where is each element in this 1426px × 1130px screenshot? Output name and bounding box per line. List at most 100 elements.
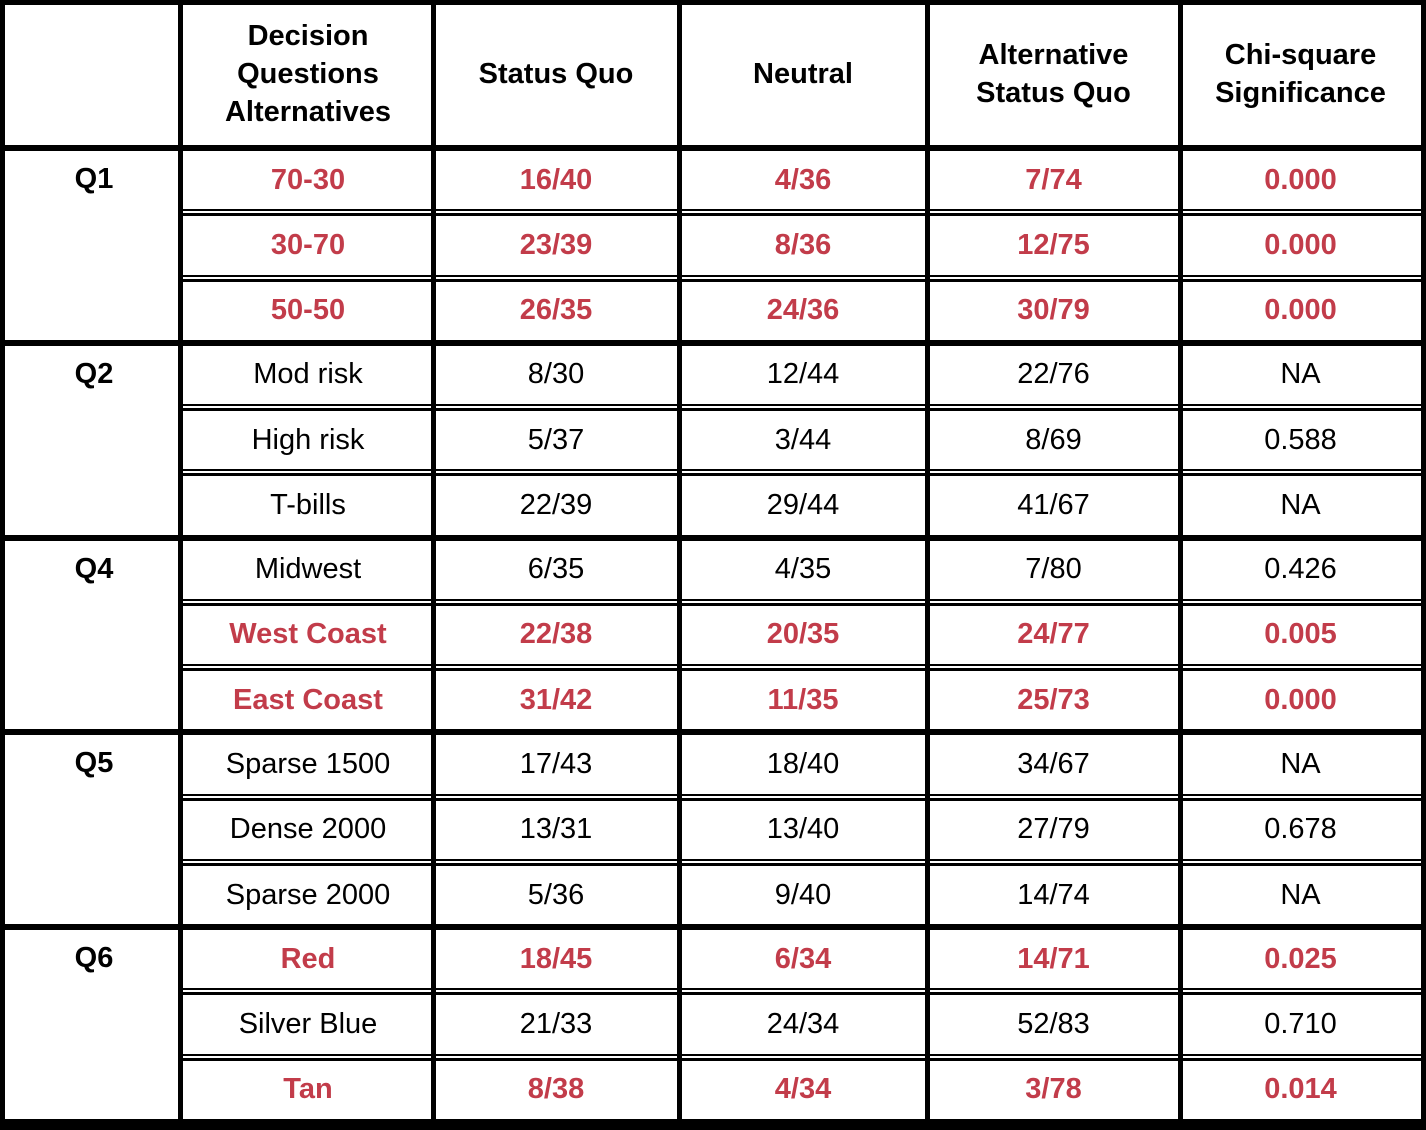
cell-alternative-status-quo: 24/77: [1017, 618, 1090, 651]
cell-status-quo: 6/35: [527, 553, 585, 586]
cell-alternative-status-quo: 27/79: [1017, 813, 1090, 846]
column-divider-line: [925, 5, 930, 1125]
column-divider-line: [677, 5, 682, 1125]
column-header-status-quo: Status Quo: [478, 58, 634, 91]
cell-alternative-status-quo: 7/74: [1025, 163, 1082, 196]
cell-neutral: 20/35: [766, 618, 840, 651]
row-divider-line: [183, 209, 1421, 217]
table-row: Red 18/45 6/34 14/71 0.025: [183, 930, 1421, 988]
cell-neutral: 24/34: [766, 1008, 840, 1041]
row-divider-line: [183, 664, 1421, 672]
cell-neutral: 24/36: [766, 294, 840, 327]
question-label: Q1: [74, 163, 114, 195]
cell-neutral: 4/34: [774, 1073, 832, 1106]
cell-neutral: 11/35: [767, 683, 839, 716]
cell-chi-square: 0.678: [1264, 813, 1337, 846]
cell-alternative: 50-50: [270, 294, 346, 327]
cell-chi-square: 0.000: [1264, 683, 1337, 716]
cell-chi-square: 0.000: [1264, 228, 1337, 261]
question-group-q6: Q6 Red 18/45 6/34 14/71 0.025 Silver Blu…: [5, 930, 1421, 1125]
table-row: 50-50 26/35 24/36 30/79 0.000: [183, 282, 1421, 340]
cell-alternative: West Coast: [229, 618, 387, 651]
cell-chi-square: NA: [1280, 358, 1321, 391]
question-group-q4: Q4 Midwest 6/35 4/35 7/80 0.426 West Coa…: [5, 541, 1421, 736]
cell-status-quo: 16/40: [519, 163, 593, 196]
table-row: 30-70 23/39 8/36 12/75 0.000: [183, 216, 1421, 274]
cell-neutral: 8/36: [774, 228, 832, 261]
column-header-neutral: Neutral: [753, 58, 853, 91]
table-row: Tan 8/38 4/34 3/78 0.014: [183, 1061, 1421, 1119]
cell-neutral: 4/35: [774, 553, 832, 586]
cell-alternative: T-bills: [270, 488, 346, 521]
table-row: 70-30 16/40 4/36 7/74 0.000: [183, 151, 1421, 209]
cell-alternative: Tan: [283, 1073, 333, 1106]
cell-neutral: 4/36: [774, 163, 832, 196]
cell-alternative: Silver Blue: [238, 1008, 378, 1041]
cell-alternative: Red: [280, 942, 336, 975]
cell-status-quo: 22/38: [519, 618, 593, 651]
group-rows: Mod risk 8/30 12/44 22/76 NA High risk 5…: [183, 346, 1421, 535]
cell-neutral: 3/44: [774, 423, 832, 456]
table-row: Mod risk 8/30 12/44 22/76 NA: [183, 346, 1421, 404]
cell-status-quo: 31/42: [519, 683, 593, 716]
cell-neutral: 9/40: [774, 878, 832, 911]
cell-alternative-status-quo: 12/75: [1017, 228, 1090, 261]
cell-status-quo: 17/43: [519, 748, 593, 781]
table-row: High risk 5/37 3/44 8/69 0.588: [183, 411, 1421, 469]
table-row: Midwest 6/35 4/35 7/80 0.426: [183, 541, 1421, 599]
column-divider-line: [431, 5, 436, 1125]
row-divider-line: [183, 793, 1421, 801]
cell-chi-square: 0.025: [1264, 942, 1337, 975]
cell-chi-square: NA: [1280, 488, 1321, 521]
cell-chi-square: 0.005: [1264, 618, 1337, 651]
cell-status-quo: 13/31: [519, 813, 593, 846]
cell-neutral: 18/40: [766, 748, 840, 781]
cell-alternative-status-quo: 41/67: [1017, 488, 1090, 521]
row-divider-line: [183, 404, 1421, 412]
cell-neutral: 12/44: [766, 358, 840, 391]
cell-alternative-status-quo: 14/71: [1017, 942, 1090, 975]
cell-chi-square: 0.426: [1264, 553, 1337, 586]
question-label: Q5: [74, 747, 114, 780]
cell-status-quo: 21/33: [519, 1008, 593, 1041]
cell-alternative-status-quo: 3/78: [1025, 1073, 1082, 1106]
cell-neutral: 6/34: [774, 942, 832, 975]
question-group-q2: Q2 Mod risk 8/30 12/44 22/76 NA High ris…: [5, 346, 1421, 541]
table-row: T-bills 22/39 29/44 41/67 NA: [183, 476, 1421, 534]
question-label: Q6: [74, 942, 114, 975]
table-row: Sparse 1500 17/43 18/40 34/67 NA: [183, 735, 1421, 793]
cell-chi-square: NA: [1280, 748, 1321, 781]
question-group-q5: Q5 Sparse 1500 17/43 18/40 34/67 NA Dens…: [5, 735, 1421, 931]
group-rows: 70-30 16/40 4/36 7/74 0.000 30-70 23/39 …: [183, 151, 1421, 340]
cell-status-quo: 5/36: [527, 878, 585, 911]
column-divider-line: [1178, 5, 1183, 1125]
cell-status-quo: 26/35: [519, 294, 593, 327]
table-row: Sparse 2000 5/36 9/40 14/74 NA: [183, 866, 1421, 924]
cell-status-quo: 8/38: [527, 1073, 585, 1106]
question-label: Q2: [74, 357, 114, 390]
row-divider-line: [183, 274, 1421, 282]
table-row: East Coast 31/42 11/35 25/73 0.000: [183, 671, 1421, 729]
cell-neutral: 29/44: [766, 488, 840, 521]
cell-status-quo: 5/37: [527, 423, 585, 456]
cell-alternative: Sparse 2000: [225, 878, 391, 911]
group-rows: Red 18/45 6/34 14/71 0.025 Silver Blue 2…: [183, 930, 1421, 1119]
cell-alternative: Mod risk: [253, 358, 363, 391]
cell-alternative: High risk: [251, 423, 365, 456]
column-header-decision-questions-alternatives: Decision Questions Alternatives: [224, 20, 391, 128]
cell-alternative: Dense 2000: [229, 813, 387, 846]
cell-chi-square: NA: [1280, 878, 1321, 911]
question-label: Q4: [74, 552, 114, 585]
table-row: Dense 2000 13/31 13/40 27/79 0.678: [183, 801, 1421, 859]
cell-status-quo: 18/45: [519, 942, 593, 975]
question-group-q1: Q1 70-30 16/40 4/36 7/74 0.000 30-70 23/…: [5, 151, 1421, 346]
cell-alternative: 70-30: [270, 163, 346, 196]
row-divider-line: [183, 858, 1421, 866]
cell-chi-square: 0.000: [1264, 163, 1337, 196]
cell-chi-square: 0.710: [1264, 1008, 1337, 1041]
cell-chi-square: 0.014: [1264, 1073, 1337, 1106]
column-divider-line: [178, 5, 183, 1125]
table-row: Silver Blue 21/33 24/34 52/83 0.710: [183, 995, 1421, 1053]
cell-chi-square: 0.000: [1264, 294, 1337, 327]
